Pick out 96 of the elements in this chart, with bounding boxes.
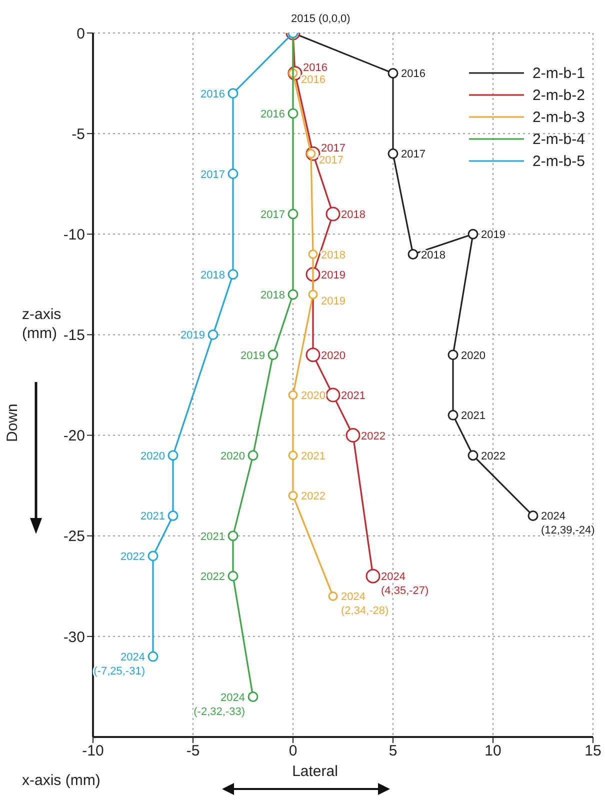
annotation: 2020 xyxy=(140,450,165,462)
point xyxy=(308,290,318,300)
legend-label: 2-m-b-5 xyxy=(532,152,585,170)
annotation: 2022 xyxy=(361,430,386,442)
y-tick-label: -10 xyxy=(63,226,85,244)
legend-label: 2-m-b-3 xyxy=(532,108,585,126)
point xyxy=(248,692,258,702)
text: Lateral xyxy=(291,763,339,780)
point xyxy=(288,490,298,500)
annotation: 2020 xyxy=(461,350,486,362)
annotation: 2024 (4,35,-27) xyxy=(381,571,429,598)
annotation: 2022 xyxy=(120,550,145,563)
point xyxy=(346,428,360,443)
annotation: 2017 xyxy=(401,148,426,161)
annotation: 2022 xyxy=(301,490,326,503)
annotation: 2015 (0,0,0) xyxy=(291,13,350,25)
annotation: 2021 xyxy=(341,390,366,402)
point xyxy=(228,88,238,99)
annotation: 2022 xyxy=(200,571,225,584)
point xyxy=(148,550,158,562)
x-tick-label: 10 xyxy=(484,742,502,760)
y-axis-title: z-axis (mm) xyxy=(22,306,62,342)
point xyxy=(208,329,218,340)
annotation: 2017 xyxy=(260,209,285,222)
annotation: 2019 xyxy=(321,269,346,282)
annotation: 2021 xyxy=(140,510,165,523)
point xyxy=(228,168,238,180)
x-tick-label: 15 xyxy=(584,742,602,760)
annotation: 2018 xyxy=(200,269,225,282)
annotation: 2022 xyxy=(481,450,506,462)
point xyxy=(288,108,298,119)
point xyxy=(306,348,320,362)
annotation: 2020 xyxy=(301,390,326,402)
point xyxy=(528,510,538,521)
annotation: 2016 xyxy=(200,88,225,100)
text: Down xyxy=(4,404,21,442)
annotation: 2016 xyxy=(303,62,328,74)
point xyxy=(288,208,298,220)
x-tick-label: 5 xyxy=(388,742,398,760)
y-tick-label: 0 xyxy=(76,25,85,42)
legend-label: 2-m-b-1 xyxy=(532,64,585,82)
point xyxy=(288,450,298,460)
point xyxy=(328,591,338,601)
point xyxy=(366,568,380,584)
point xyxy=(308,250,318,260)
point xyxy=(148,651,158,662)
y-tick-label: -20 xyxy=(63,428,85,445)
annotation: 2018 xyxy=(260,289,285,302)
y-tick-label: -25 xyxy=(63,528,85,546)
annotation: 2019 xyxy=(240,350,265,362)
annotation: 2024 (-7,25,-31) xyxy=(94,652,145,678)
legend-label: 2-m-b-2 xyxy=(532,86,585,104)
annotation: 2024 (12,39,-24) xyxy=(541,510,595,537)
annotation: 2016 xyxy=(260,108,285,120)
annotation: 2018 xyxy=(341,209,366,222)
annotation: 2019 xyxy=(481,229,506,242)
annotation: 2024 (-2,32,-33) xyxy=(194,692,245,718)
point xyxy=(168,510,178,521)
point xyxy=(228,570,238,582)
point xyxy=(408,249,418,260)
annotation: 2021 xyxy=(301,450,326,462)
point xyxy=(468,228,478,240)
point xyxy=(268,350,278,360)
annotation: 2017 xyxy=(321,142,346,155)
point xyxy=(248,450,258,461)
annotation: 2019 xyxy=(321,295,346,308)
annotation: 2019 xyxy=(180,330,205,342)
annotation: 2018 xyxy=(421,249,446,262)
x-tick-label: -5 xyxy=(186,742,200,760)
point xyxy=(288,289,298,300)
point xyxy=(388,148,398,159)
annotation: 2017 xyxy=(200,168,225,181)
point xyxy=(326,206,340,222)
annotation: 2021 xyxy=(200,530,225,543)
annotation: 2018 xyxy=(321,249,346,262)
y-tick-label: -5 xyxy=(72,126,85,143)
point xyxy=(288,390,298,400)
point xyxy=(228,530,238,542)
point xyxy=(448,350,458,360)
annotation: 2020 xyxy=(220,450,245,462)
annotation: 2017 xyxy=(319,154,344,167)
point xyxy=(468,450,478,461)
point xyxy=(388,68,398,78)
y-tick-label: -30 xyxy=(63,628,85,646)
x-tick-label: 0 xyxy=(288,742,298,760)
point xyxy=(326,388,340,402)
x-axis-title: x-axis (mm) xyxy=(22,772,100,789)
point xyxy=(168,450,178,461)
annotation: 2016 xyxy=(401,68,426,80)
annotation: 2016 xyxy=(301,74,326,86)
y-tick-label: -15 xyxy=(63,327,85,344)
annotation: 2020 xyxy=(321,350,346,362)
point xyxy=(228,269,238,280)
annotation: 2021 xyxy=(461,410,486,422)
point xyxy=(448,410,458,420)
legend-label: 2-m-b-4 xyxy=(532,130,585,148)
